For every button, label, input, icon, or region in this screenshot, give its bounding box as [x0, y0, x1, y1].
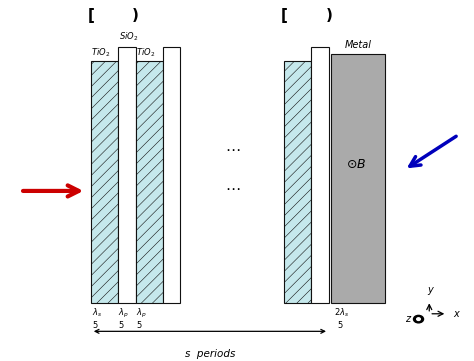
- Bar: [118, 47, 136, 303]
- Text: [: [: [88, 8, 94, 23]
- Text: ): ): [132, 8, 139, 23]
- Text: y: y: [428, 285, 433, 295]
- Text: $TiO_2$: $TiO_2$: [91, 47, 110, 59]
- Bar: [284, 61, 311, 303]
- Text: ): ): [326, 8, 332, 23]
- Bar: [136, 61, 163, 303]
- Text: $\cdots$: $\cdots$: [225, 141, 240, 156]
- Circle shape: [413, 316, 424, 323]
- Text: [: [: [281, 8, 288, 23]
- Text: $\lambda_p$: $\lambda_p$: [136, 307, 147, 320]
- Text: 5: 5: [92, 321, 98, 330]
- Text: $\cdots$: $\cdots$: [225, 180, 240, 195]
- Text: x: x: [453, 309, 458, 319]
- Text: $2\lambda_s$: $2\lambda_s$: [334, 307, 349, 319]
- Text: 5: 5: [337, 321, 342, 330]
- Text: 5: 5: [118, 321, 124, 330]
- Text: Metal: Metal: [345, 40, 372, 50]
- Circle shape: [417, 318, 420, 321]
- Bar: [163, 47, 181, 303]
- Text: $\lambda_s$: $\lambda_s$: [92, 307, 102, 319]
- Text: z: z: [405, 314, 410, 324]
- Bar: [91, 61, 118, 303]
- Bar: [311, 47, 329, 303]
- Text: 5: 5: [137, 321, 142, 330]
- Text: $TiO_2$: $TiO_2$: [136, 47, 155, 59]
- Text: $\lambda_p$: $\lambda_p$: [118, 307, 129, 320]
- Text: s  periods: s periods: [185, 349, 235, 359]
- Text: $\odot B$: $\odot B$: [346, 158, 366, 171]
- Bar: [331, 54, 385, 303]
- Text: $SiO_2$: $SiO_2$: [118, 30, 138, 43]
